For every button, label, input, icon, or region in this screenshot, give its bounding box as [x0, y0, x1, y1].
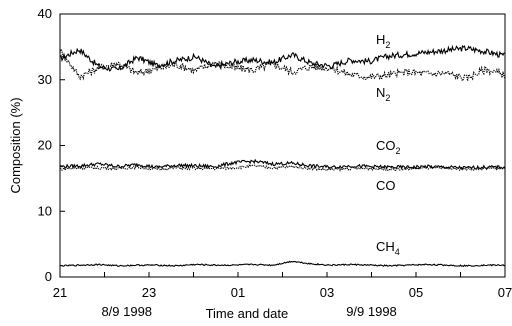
x-tick-label: 21: [53, 285, 67, 300]
series-line-h2: [59, 44, 506, 72]
series-label-n2: N2: [376, 85, 390, 103]
x-tick-label: 07: [498, 285, 512, 300]
series-label-ch4: CH4: [376, 239, 400, 257]
y-tick-label: 20: [38, 138, 52, 153]
plot-frame: [59, 13, 506, 278]
axes-layer: [59, 13, 506, 278]
series-label-co: CO: [376, 178, 396, 193]
series-label-h2: H2: [376, 32, 390, 50]
x-tick-label: 23: [142, 285, 156, 300]
series-line-n2: [59, 47, 506, 83]
y-tick-label: 0: [45, 269, 52, 284]
y-tick-label: 30: [38, 72, 52, 87]
x-tick-label: 05: [409, 285, 423, 300]
series-label-co2: CO2: [376, 138, 401, 156]
labels-layer: 0 10 20 30 40 21 23 01 03 05 07 8/9 1998 9/9 1998 Tim…: [8, 6, 512, 321]
date-label-2: 9/9 1998: [346, 304, 397, 319]
series-line-co2: [59, 158, 506, 171]
series-layer: [59, 44, 506, 268]
y-tick-label: 10: [38, 203, 52, 218]
y-axis-title: Composition (%): [8, 97, 23, 193]
y-tick-label: 40: [38, 6, 52, 21]
x-axis-title: Time and date: [206, 306, 289, 321]
x-tick-label: 01: [231, 285, 245, 300]
x-tick-label: 03: [320, 285, 334, 300]
date-label-1: 8/9 1998: [101, 304, 152, 319]
series-line-ch4: [59, 260, 506, 268]
